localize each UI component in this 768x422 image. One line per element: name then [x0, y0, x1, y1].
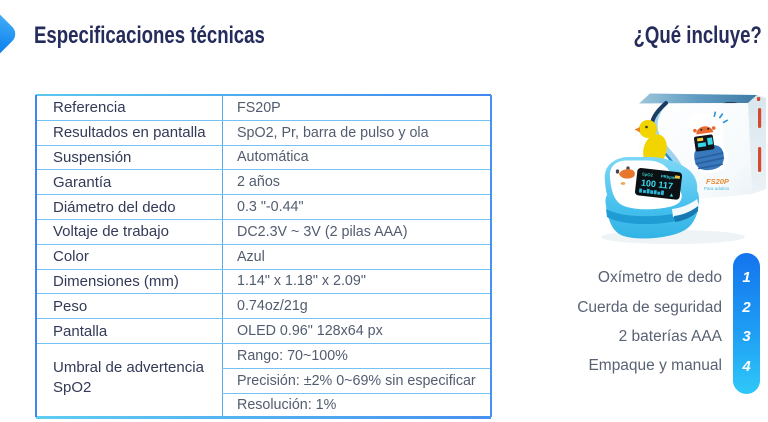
svg-text:SpO2: SpO2 — [642, 171, 654, 177]
svg-text:▲: ▲ — [668, 192, 674, 199]
svg-text:PRbpm: PRbpm — [661, 174, 676, 181]
svg-text:FS20P: FS20P — [706, 177, 730, 186]
svg-text:Para adultos: Para adultos — [704, 186, 730, 191]
svg-text:100 117: 100 117 — [640, 178, 673, 192]
